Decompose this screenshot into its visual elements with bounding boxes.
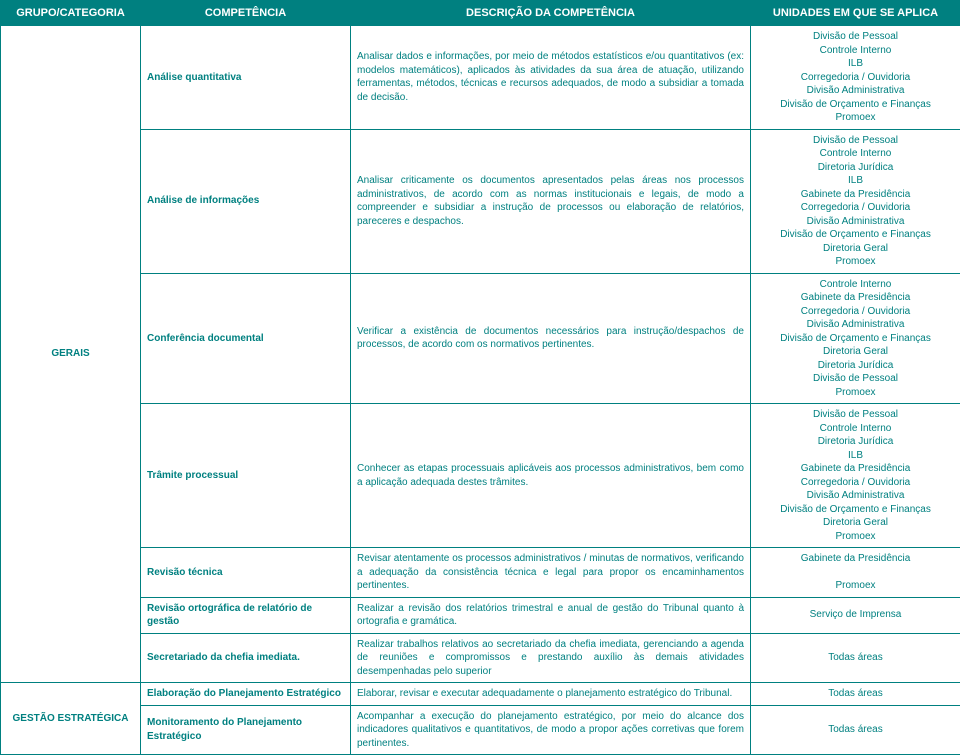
unit-line: ILB: [757, 174, 954, 188]
unit-line: Gabinete da Presidência: [757, 291, 954, 305]
unit-line: Controle Interno: [757, 44, 954, 58]
table-row: Revisão técnica Revisar atentamente os p…: [1, 548, 960, 598]
table-row: Trâmite processual Conhecer as etapas pr…: [1, 404, 960, 548]
unit-line: Diretoria Jurídica: [757, 359, 954, 373]
header-description: DESCRIÇÃO DA COMPETÊNCIA: [351, 1, 751, 26]
unit-line: Gabinete da Presidência: [757, 188, 954, 202]
description-cell: Revisar atentamente os processos adminis…: [351, 548, 751, 598]
header-row: GRUPO/CATEGORIA COMPETÊNCIA DESCRIÇÃO DA…: [1, 1, 960, 26]
units-cell: Controle InternoGabinete da PresidênciaC…: [751, 273, 960, 404]
unit-line: Diretoria Geral: [757, 345, 954, 359]
unit-line: Divisão de Pessoal: [757, 408, 954, 422]
units-cell: Todas áreas: [751, 633, 960, 683]
unit-line: Diretoria Jurídica: [757, 161, 954, 175]
competence-cell: Trâmite processual: [141, 404, 351, 548]
table-row: Monitoramento do Planejamento Estratégic…: [1, 705, 960, 755]
unit-line: Divisão de Orçamento e Finanças: [757, 228, 954, 242]
competence-cell: Revisão técnica: [141, 548, 351, 598]
unit-line: Divisão Administrativa: [757, 489, 954, 503]
unit-line: Serviço de Imprensa: [757, 608, 954, 622]
unit-line: Controle Interno: [757, 278, 954, 292]
table-row: GESTÃO ESTRATÉGICA Elaboração do Planeja…: [1, 683, 960, 706]
description-cell: Realizar trabalhos relativos ao secretar…: [351, 633, 751, 683]
unit-line: Diretoria Geral: [757, 242, 954, 256]
competence-cell: Análise de informações: [141, 129, 351, 273]
unit-line: Promoex: [757, 255, 954, 269]
table-row: Análise de informações Analisar criticam…: [1, 129, 960, 273]
unit-line: Divisão de Orçamento e Finanças: [757, 98, 954, 112]
table-row: Conferência documental Verificar a exist…: [1, 273, 960, 404]
unit-line: Divisão de Pessoal: [757, 30, 954, 44]
unit-line: Corregedoria / Ouvidoria: [757, 201, 954, 215]
unit-line: Diretoria Jurídica: [757, 435, 954, 449]
units-cell: Todas áreas: [751, 683, 960, 706]
header-group: GRUPO/CATEGORIA: [1, 1, 141, 26]
unit-line: Corregedoria / Ouvidoria: [757, 476, 954, 490]
unit-line: Todas áreas: [757, 687, 954, 701]
group-gestao: GESTÃO ESTRATÉGICA: [1, 683, 141, 755]
description-cell: Verificar a existência de documentos nec…: [351, 273, 751, 404]
unit-line: Todas áreas: [757, 723, 954, 737]
unit-line: Controle Interno: [757, 147, 954, 161]
competence-cell: Monitoramento do Planejamento Estratégic…: [141, 705, 351, 755]
unit-line: ILB: [757, 57, 954, 71]
units-cell: Divisão de PessoalControle InternoDireto…: [751, 129, 960, 273]
competence-cell: Conferência documental: [141, 273, 351, 404]
description-cell: Realizar a revisão dos relatórios trimes…: [351, 597, 751, 633]
unit-line: Divisão Administrativa: [757, 84, 954, 98]
header-competence: COMPETÊNCIA: [141, 1, 351, 26]
unit-line: Divisão de Orçamento e Finanças: [757, 503, 954, 517]
units-cell: Gabinete da Presidência Promoex: [751, 548, 960, 598]
unit-line: Divisão de Pessoal: [757, 372, 954, 386]
unit-line: Promoex: [757, 111, 954, 125]
unit-line: Divisão de Orçamento e Finanças: [757, 332, 954, 346]
description-cell: Analisar criticamente os documentos apre…: [351, 129, 751, 273]
unit-line: Promoex: [757, 530, 954, 544]
units-cell: Todas áreas: [751, 705, 960, 755]
unit-line: Todas áreas: [757, 651, 954, 665]
unit-line: ILB: [757, 449, 954, 463]
unit-line: Gabinete da Presidência: [757, 552, 954, 566]
header-units: UNIDADES EM QUE SE APLICA: [751, 1, 960, 26]
description-cell: Analisar dados e informações, por meio d…: [351, 26, 751, 130]
unit-line: Divisão Administrativa: [757, 215, 954, 229]
unit-line: Divisão de Pessoal: [757, 134, 954, 148]
group-gerais: GERAIS: [1, 26, 141, 683]
competence-cell: Secretariado da chefia imediata.: [141, 633, 351, 683]
unit-line: Promoex: [757, 386, 954, 400]
unit-line: Gabinete da Presidência: [757, 462, 954, 476]
description-cell: Elaborar, revisar e executar adequadamen…: [351, 683, 751, 706]
unit-line: Diretoria Geral: [757, 516, 954, 530]
table-row: GERAIS Análise quantitativa Analisar dad…: [1, 26, 960, 130]
units-cell: Serviço de Imprensa: [751, 597, 960, 633]
units-cell: Divisão de PessoalControle InternoDireto…: [751, 404, 960, 548]
unit-line: Divisão Administrativa: [757, 318, 954, 332]
competence-table: GRUPO/CATEGORIA COMPETÊNCIA DESCRIÇÃO DA…: [0, 0, 960, 755]
description-cell: Acompanhar a execução do planejamento es…: [351, 705, 751, 755]
unit-line: Promoex: [757, 579, 954, 593]
unit-line: Corregedoria / Ouvidoria: [757, 305, 954, 319]
description-cell: Conhecer as etapas processuais aplicávei…: [351, 404, 751, 548]
table-row: Revisão ortográfica de relatório de gest…: [1, 597, 960, 633]
competence-cell: Análise quantitativa: [141, 26, 351, 130]
unit-line: Controle Interno: [757, 422, 954, 436]
competence-cell: Revisão ortográfica de relatório de gest…: [141, 597, 351, 633]
unit-line: [757, 566, 954, 580]
units-cell: Divisão de PessoalControle InternoILBCor…: [751, 26, 960, 130]
table-row: Secretariado da chefia imediata. Realiza…: [1, 633, 960, 683]
competence-cell: Elaboração do Planejamento Estratégico: [141, 683, 351, 706]
unit-line: Corregedoria / Ouvidoria: [757, 71, 954, 85]
